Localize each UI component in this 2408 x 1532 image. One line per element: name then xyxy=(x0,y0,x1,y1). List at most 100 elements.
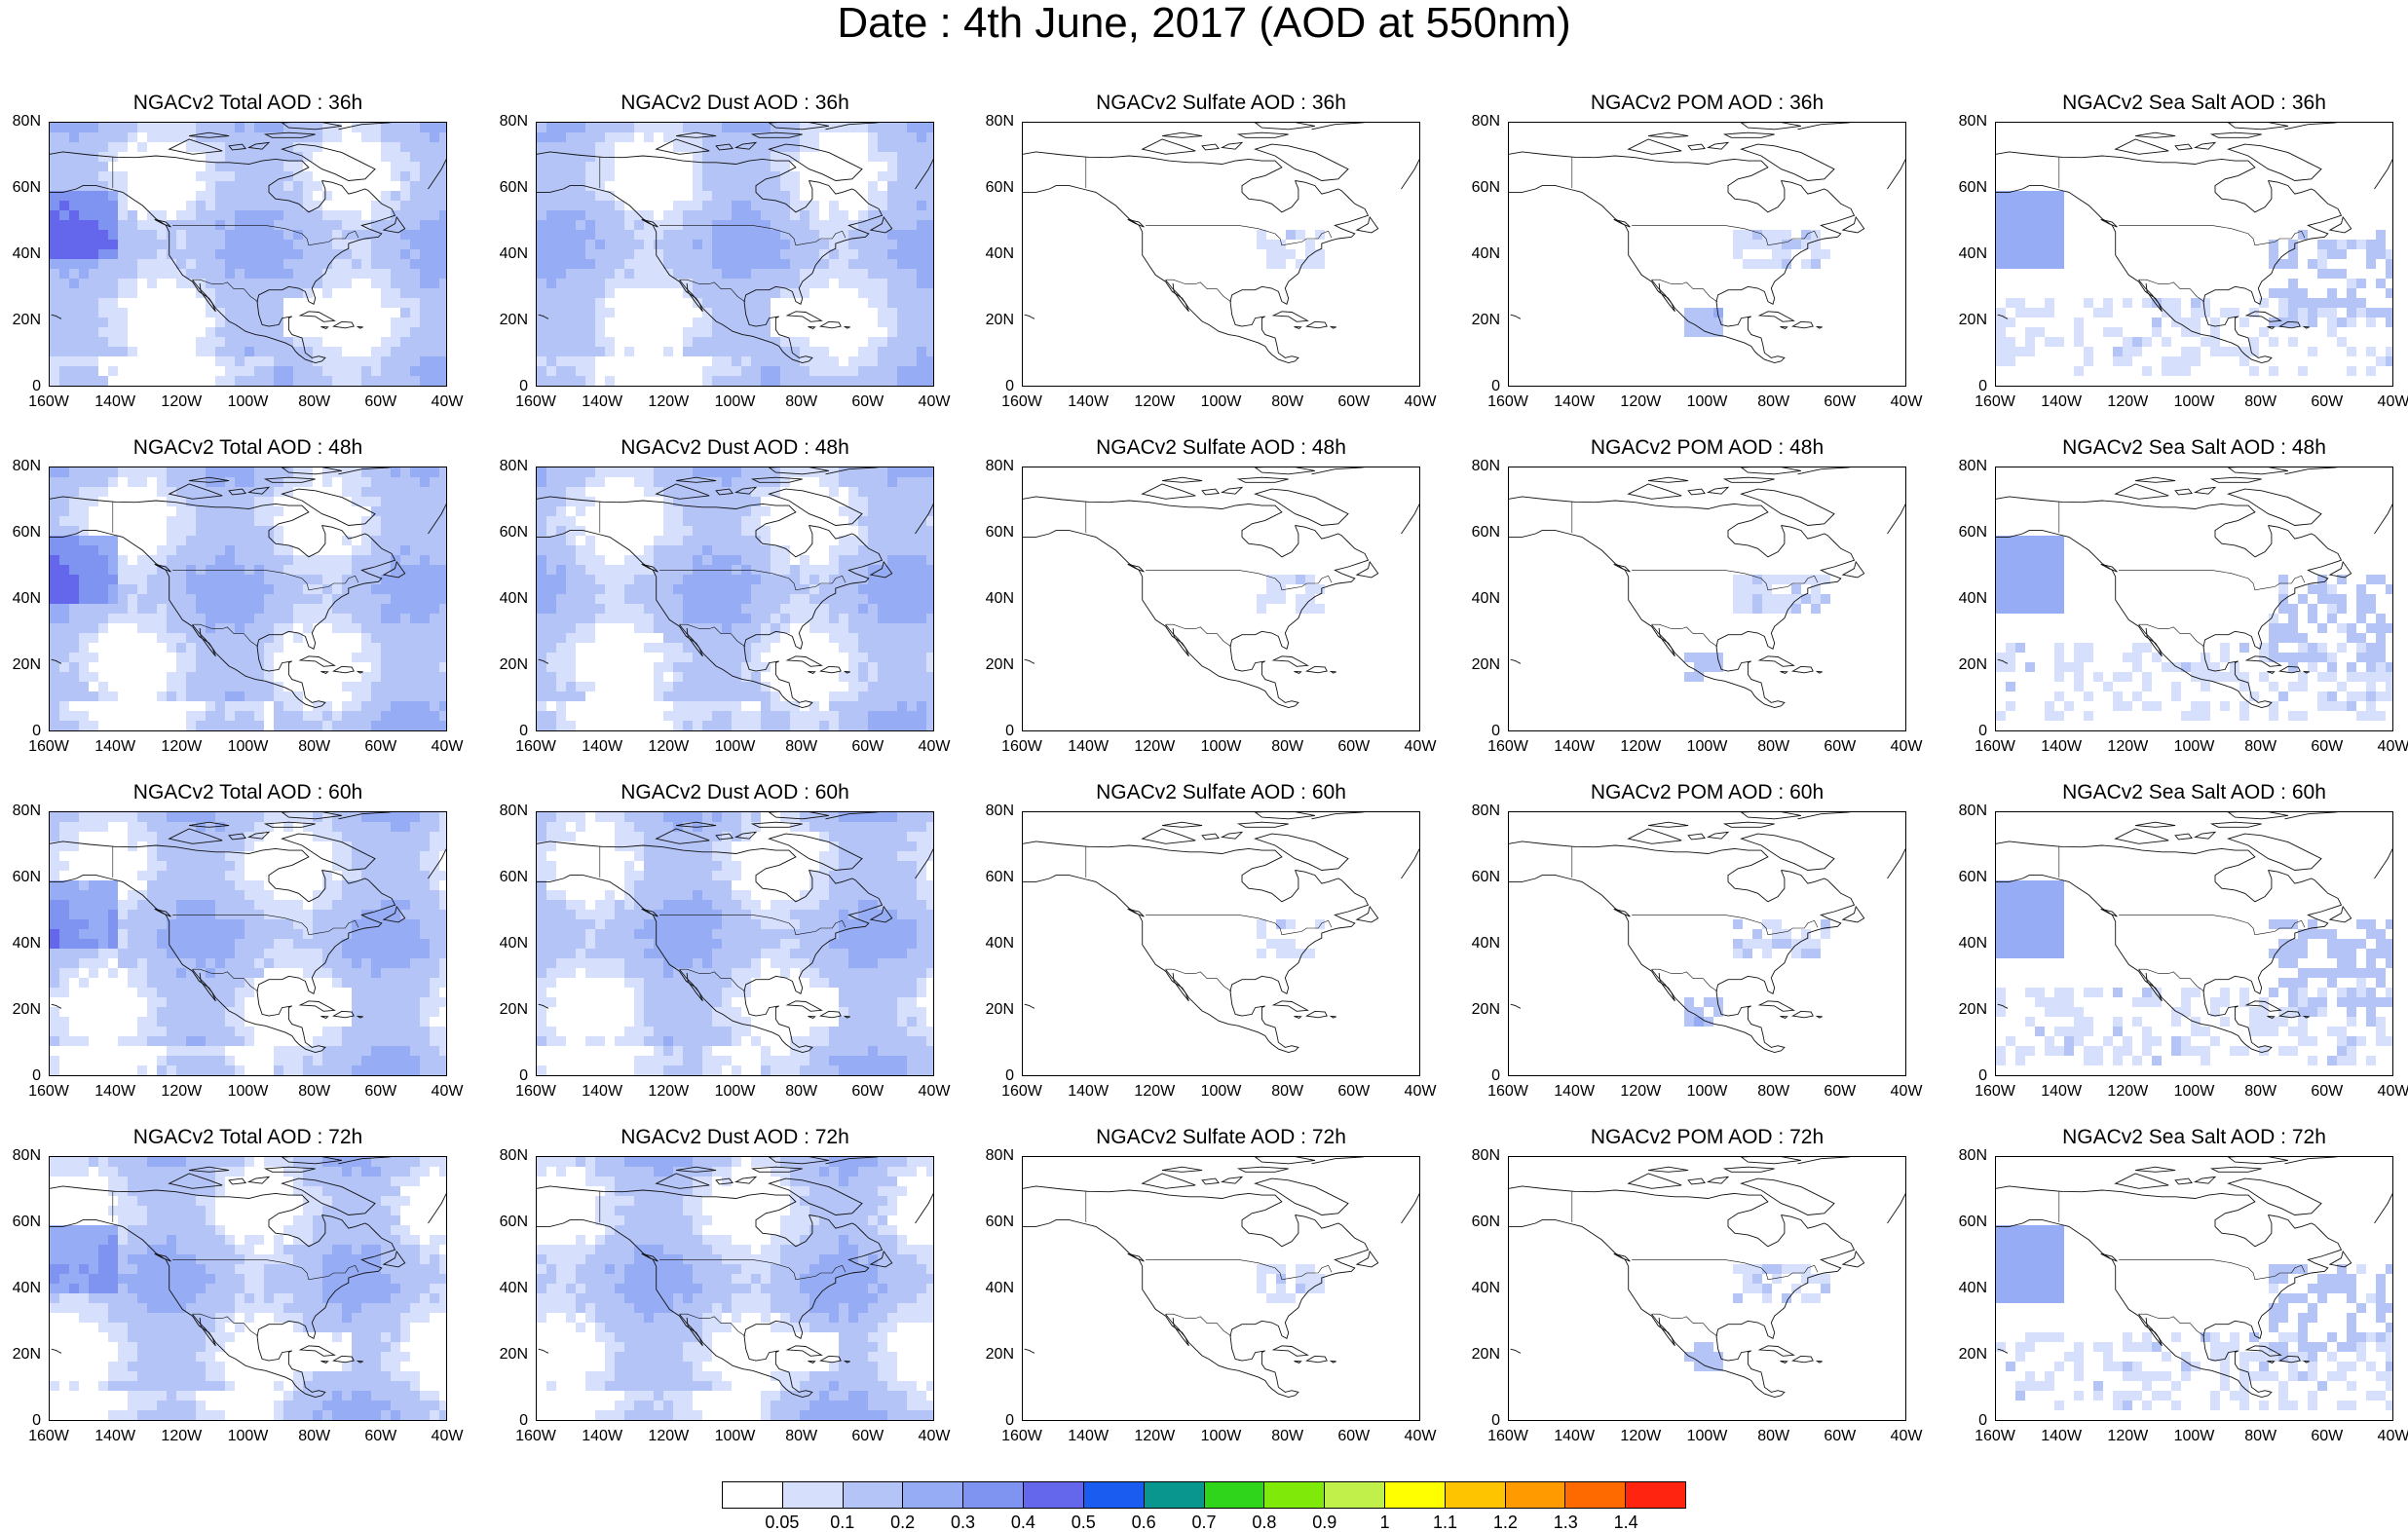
aod-cell xyxy=(118,230,128,240)
aod-cell xyxy=(59,516,69,526)
aod-cell xyxy=(663,279,673,288)
aod-cell xyxy=(809,279,819,288)
aod-cell xyxy=(926,259,934,269)
aod-cell xyxy=(2025,536,2035,545)
aod-cell xyxy=(59,288,69,298)
aod-cell xyxy=(235,376,245,386)
aod-cell xyxy=(673,730,683,731)
aod-cell xyxy=(118,288,128,298)
aod-cell xyxy=(2035,594,2045,604)
aod-cell xyxy=(576,162,585,171)
aod-cell xyxy=(371,386,381,387)
aod-cell xyxy=(245,269,254,279)
aod-cell xyxy=(245,318,254,327)
coastline xyxy=(1230,526,1369,706)
aod-cell xyxy=(546,633,556,643)
aod-cell xyxy=(1684,308,1694,318)
aod-cell xyxy=(809,730,819,731)
aod-cell xyxy=(595,288,605,298)
aod-cell xyxy=(391,142,400,152)
aod-cell xyxy=(663,653,673,662)
aod-cell xyxy=(206,871,215,880)
aod-cell xyxy=(2025,565,2035,575)
aod-cell xyxy=(361,614,371,623)
aod-cell xyxy=(322,832,332,841)
aod-cell xyxy=(732,327,741,337)
aod-cell xyxy=(2386,249,2393,259)
aod-cell xyxy=(206,672,215,682)
x-tick-label: 160W xyxy=(993,738,1051,756)
aod-cell xyxy=(420,919,430,929)
aod-cell xyxy=(264,900,274,910)
aod-cell xyxy=(352,604,361,614)
aod-cell xyxy=(50,506,59,516)
aod-cell xyxy=(254,210,264,220)
aod-cell xyxy=(245,584,254,594)
aod-cell xyxy=(186,123,196,132)
aod-cell xyxy=(790,123,800,132)
aod-cell xyxy=(907,181,917,191)
y-tick-label: 80N xyxy=(1940,458,1987,475)
coastline xyxy=(1629,484,1682,499)
aod-cell xyxy=(157,929,167,939)
aod-cell xyxy=(410,298,420,308)
aod-cell xyxy=(732,643,741,653)
aod-cell xyxy=(2025,604,2035,614)
aod-cell xyxy=(147,832,157,841)
aod-cell xyxy=(615,259,624,269)
aod-cell xyxy=(283,939,293,949)
coastline xyxy=(2229,489,2321,525)
aod-cell xyxy=(2239,701,2249,711)
aod-cell xyxy=(761,298,771,308)
aod-cell xyxy=(254,220,264,230)
aod-cell xyxy=(225,880,235,890)
aod-cell xyxy=(712,327,722,337)
aod-cell xyxy=(751,506,761,516)
aod-cell xyxy=(410,711,420,721)
aod-cell xyxy=(771,701,780,711)
aod-cell xyxy=(2317,249,2327,259)
aod-cell xyxy=(566,386,576,387)
aod-cell xyxy=(926,545,934,555)
aod-cell xyxy=(206,594,215,604)
aod-cell xyxy=(829,201,839,210)
aod-cell xyxy=(79,594,89,604)
x-tick-label: 80W xyxy=(1259,738,1317,756)
aod-cell xyxy=(176,565,186,575)
x-tick-label: 40W xyxy=(2364,393,2408,411)
aod-cell xyxy=(118,949,128,958)
aod-cell xyxy=(741,201,751,210)
coastline xyxy=(1759,656,1793,667)
x-tick-label: 100W xyxy=(219,393,278,411)
aod-cell xyxy=(537,730,546,731)
aod-cell xyxy=(2239,682,2249,691)
aod-cell xyxy=(400,841,410,851)
aod-cell xyxy=(732,249,741,259)
aod-cell xyxy=(89,623,98,633)
aod-cell xyxy=(186,682,196,691)
aod-cell xyxy=(702,467,712,477)
aod-cell xyxy=(537,487,546,497)
aod-cell xyxy=(2327,662,2337,672)
aod-cell xyxy=(352,812,361,822)
aod-cell xyxy=(556,279,566,288)
aod-cell xyxy=(2113,347,2123,356)
aod-cell xyxy=(615,575,624,584)
aod-cell xyxy=(206,614,215,623)
aod-cell xyxy=(430,230,439,240)
aod-cell xyxy=(313,123,322,132)
aod-cell xyxy=(108,327,118,337)
aod-cell xyxy=(566,721,576,730)
aod-cell xyxy=(790,711,800,721)
aod-cell xyxy=(186,575,196,584)
aod-cell xyxy=(809,269,819,279)
aod-cell xyxy=(917,386,926,387)
aod-cell xyxy=(2123,298,2132,308)
aod-cell xyxy=(322,220,332,230)
aod-cell xyxy=(430,662,439,672)
aod-cell xyxy=(2201,298,2210,308)
aod-cell xyxy=(848,662,858,672)
aod-cell xyxy=(400,575,410,584)
aod-cell xyxy=(819,623,829,633)
aod-cell xyxy=(303,249,313,259)
